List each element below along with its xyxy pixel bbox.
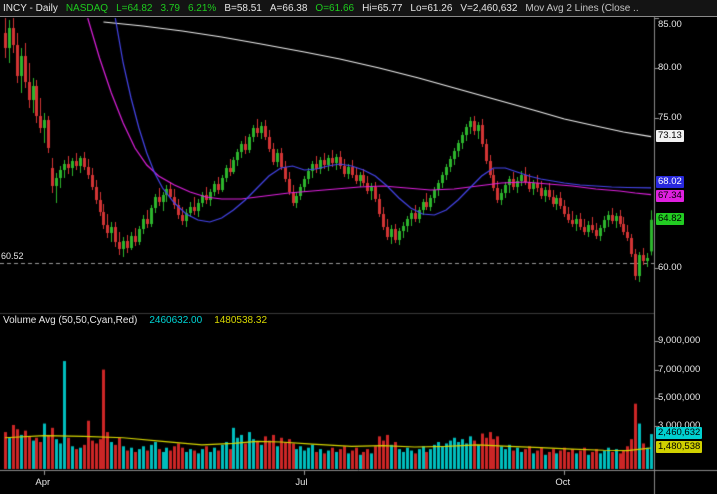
study-label: Mov Avg 2 Lines (Close .. bbox=[525, 2, 639, 14]
bid-label: B=58.51 bbox=[224, 2, 262, 14]
symbol-title: INCY - Daily bbox=[3, 2, 58, 14]
volume-average-value: 1480538.32 bbox=[214, 315, 268, 326]
exchange-label: NASDAQ bbox=[65, 2, 109, 14]
quote-bar: INCY - Daily NASDAQ L=64.82 3.79 6.21% B… bbox=[0, 0, 717, 17]
low-label: Lo=61.26 bbox=[410, 2, 453, 14]
change-percent-label: 6.21% bbox=[187, 2, 217, 14]
open-label: O=61.66 bbox=[315, 2, 355, 14]
volume-pane-header: Volume Avg (50,50,Cyan,Red) 2460632.00 1… bbox=[3, 315, 267, 326]
last-price-label: L=64.82 bbox=[116, 2, 153, 14]
volume-current-value: 2460632.00 bbox=[149, 315, 203, 326]
ask-label: A=66.38 bbox=[269, 2, 308, 14]
volume-label: V=2,460,632 bbox=[460, 2, 518, 14]
change-label: 3.79 bbox=[160, 2, 180, 14]
high-label: Hi=65.77 bbox=[362, 2, 403, 14]
volume-study-title: Volume Avg (50,50,Cyan,Red) bbox=[3, 315, 138, 326]
